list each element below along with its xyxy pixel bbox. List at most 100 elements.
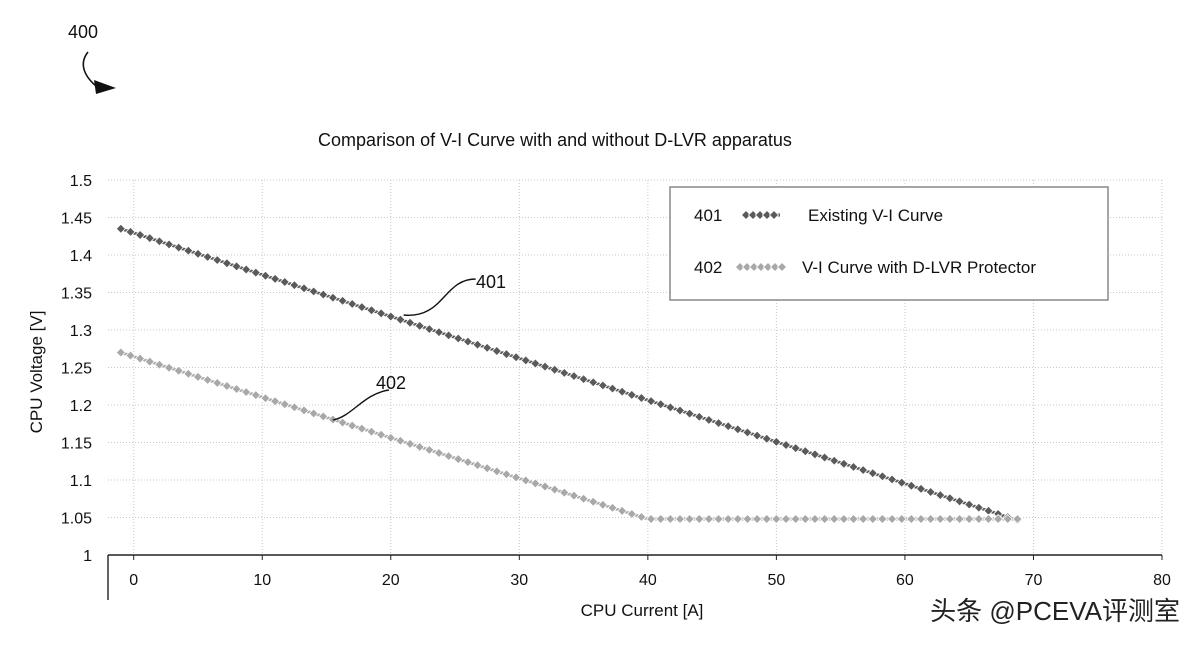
data-point [154, 236, 165, 247]
data-point [877, 513, 888, 525]
data-point [838, 458, 849, 469]
data-point [347, 298, 358, 310]
data-point [732, 513, 743, 525]
data-point [896, 513, 907, 525]
data-point [780, 513, 792, 525]
data-point [414, 320, 425, 331]
data-point [636, 392, 647, 404]
data-point [173, 242, 184, 253]
x-tick-label: 80 [1153, 572, 1171, 589]
legend-marker-existing [740, 209, 780, 221]
data-point [588, 377, 599, 388]
data-point [453, 454, 464, 465]
data-point [800, 446, 811, 457]
data-point [433, 327, 445, 338]
data-point [973, 502, 984, 513]
data-point [752, 430, 763, 441]
data-point [742, 513, 753, 525]
data-point [241, 387, 252, 398]
data-point [530, 478, 541, 489]
data-point [212, 377, 223, 389]
data-point [376, 308, 387, 319]
data-point [780, 439, 792, 451]
data-point [684, 513, 695, 525]
annotation-layer: 401 402 [332, 272, 506, 421]
legend-label-dlvr: V-I Curve with D-LVR Protector [802, 258, 1036, 277]
y-tick-label: 1.5 [70, 173, 92, 190]
data-point [231, 383, 242, 395]
data-point [607, 502, 618, 513]
data-point [829, 513, 840, 525]
data-point [713, 417, 724, 429]
data-point [578, 493, 589, 504]
y-tick-label: 1.2 [70, 398, 92, 415]
data-point [250, 390, 261, 401]
data-point [915, 513, 927, 525]
data-point [279, 276, 290, 288]
data-point [848, 513, 859, 525]
data-point [202, 374, 213, 385]
y-tick-label: 1 [83, 548, 92, 565]
data-point [192, 248, 204, 259]
series-layer [115, 223, 1023, 526]
data-point [443, 450, 454, 462]
data-point [491, 466, 502, 477]
data-point [221, 258, 232, 269]
data-point [501, 469, 512, 480]
data-point [530, 358, 541, 369]
data-point [424, 323, 435, 335]
y-axis-label: CPU Voltage [V] [27, 311, 46, 434]
data-point [192, 371, 204, 382]
data-point [462, 336, 473, 347]
data-point [366, 305, 377, 316]
y-tick-label: 1.4 [70, 248, 92, 265]
data-point [433, 447, 445, 459]
data-point [472, 339, 483, 350]
data-point [809, 449, 821, 460]
data-point [597, 499, 608, 510]
data-point [626, 508, 637, 519]
data-point [337, 417, 348, 428]
data-point [588, 496, 599, 507]
data-point [559, 487, 570, 498]
series-401 [115, 223, 1023, 526]
legend-point [768, 209, 780, 221]
data-point [414, 441, 425, 452]
x-tick-label: 40 [639, 572, 657, 589]
data-point [597, 380, 608, 391]
data-point [327, 292, 339, 303]
data-point [694, 411, 705, 422]
data-point [896, 477, 907, 488]
data-point [289, 402, 300, 413]
figure-number-label: 400 [68, 22, 98, 42]
data-point [732, 424, 743, 435]
data-point [270, 396, 281, 407]
data-point [221, 380, 232, 392]
data-point [482, 342, 493, 353]
data-point [983, 513, 994, 525]
data-point [231, 261, 242, 272]
data-point [347, 420, 358, 431]
data-point [135, 229, 146, 241]
chart-title: Comparison of V-I Curve with and without… [318, 130, 792, 150]
data-point [212, 255, 223, 266]
data-point [771, 513, 782, 525]
y-tick-label: 1.15 [61, 436, 92, 453]
data-point [270, 273, 281, 284]
data-point [462, 457, 473, 468]
data-point [848, 461, 859, 472]
x-tick-label: 70 [1025, 572, 1043, 589]
data-point [511, 472, 522, 483]
data-point [144, 233, 155, 244]
data-point [964, 513, 975, 525]
data-point [867, 513, 878, 525]
data-point [395, 435, 406, 446]
data-point [568, 490, 580, 501]
data-point [183, 368, 194, 379]
y-tick-label: 1.25 [61, 361, 92, 378]
data-point [163, 239, 175, 250]
data-point [424, 444, 435, 456]
data-point [964, 499, 975, 510]
figure-arrow-icon [82, 51, 97, 87]
